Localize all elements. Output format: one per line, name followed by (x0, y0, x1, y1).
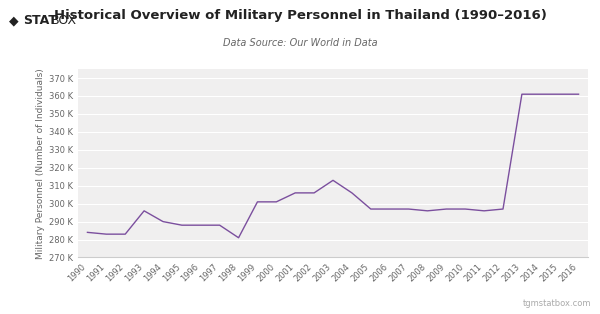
Text: ◆: ◆ (9, 14, 19, 27)
Text: Data Source: Our World in Data: Data Source: Our World in Data (223, 38, 377, 48)
Text: tgmstatbox.com: tgmstatbox.com (523, 299, 591, 308)
Text: BOX: BOX (51, 14, 77, 27)
Text: Historical Overview of Military Personnel in Thailand (1990–2016): Historical Overview of Military Personne… (53, 9, 547, 22)
Text: STAT: STAT (23, 14, 56, 27)
Y-axis label: Military Personnel (Number of Individuals): Military Personnel (Number of Individual… (36, 68, 45, 259)
